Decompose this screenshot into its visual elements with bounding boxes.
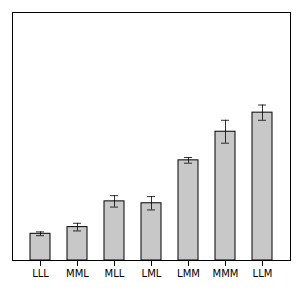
svg-text:MLL: MLL	[105, 268, 125, 279]
svg-text:LMM: LMM	[177, 268, 200, 279]
svg-text:LLM: LLM	[253, 268, 273, 279]
svg-text:MML: MML	[66, 268, 89, 279]
svg-text:MMM: MMM	[213, 268, 239, 279]
svg-text:LML: LML	[142, 268, 162, 279]
svg-text:LLL: LLL	[32, 268, 49, 279]
